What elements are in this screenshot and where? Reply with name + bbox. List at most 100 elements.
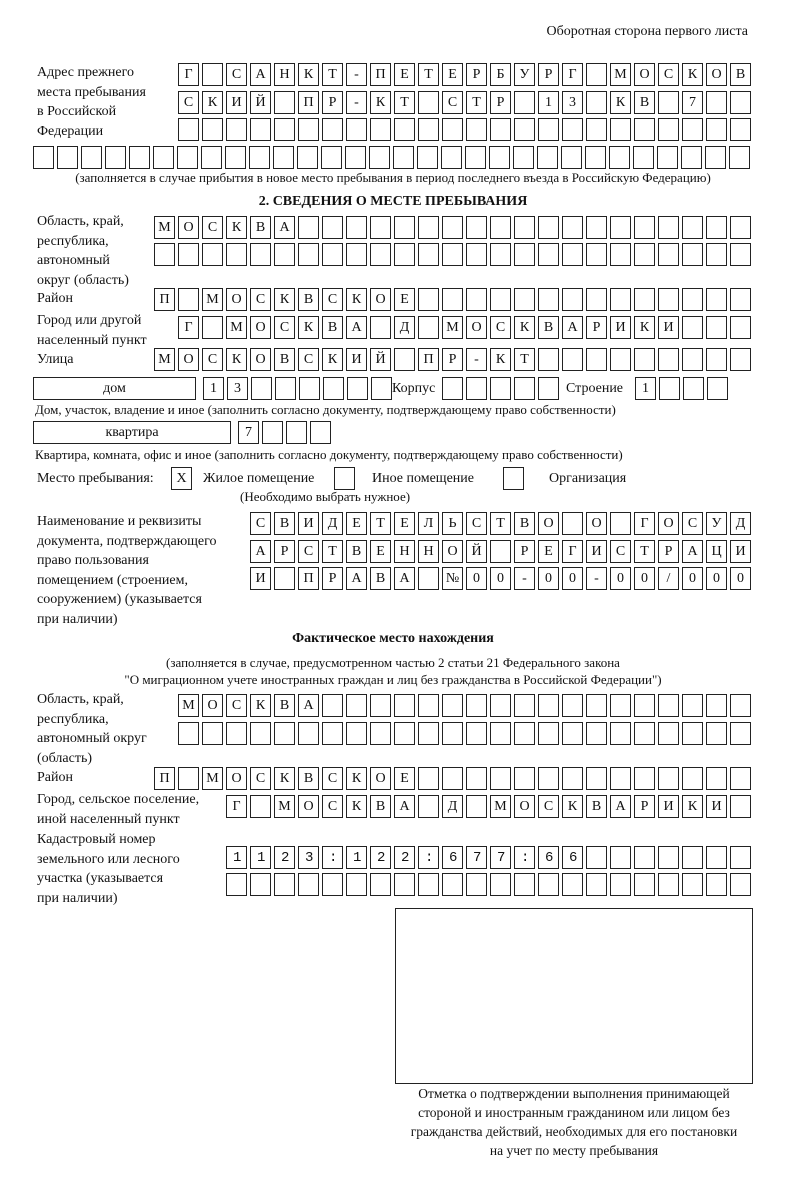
letter-cell[interactable] — [394, 694, 415, 717]
letter-cell[interactable] — [442, 377, 463, 400]
letter-cell[interactable] — [489, 146, 510, 169]
letter-cell[interactable] — [538, 873, 559, 896]
letter-cell[interactable]: К — [298, 63, 319, 86]
letter-cell[interactable] — [682, 767, 703, 790]
letter-cell[interactable]: 3 — [227, 377, 248, 400]
letter-cell[interactable] — [730, 846, 751, 869]
letter-cell[interactable]: С — [250, 288, 271, 311]
letter-cell[interactable] — [658, 348, 679, 371]
letter-cell[interactable] — [441, 146, 462, 169]
letter-cell[interactable] — [418, 91, 439, 114]
letter-cell[interactable]: А — [682, 540, 703, 563]
letter-cell[interactable] — [33, 146, 54, 169]
letter-cell[interactable] — [682, 118, 703, 141]
letter-cell[interactable] — [610, 216, 631, 239]
letter-cell[interactable] — [466, 118, 487, 141]
letter-cell[interactable] — [610, 767, 631, 790]
letter-cell[interactable]: С — [490, 316, 511, 339]
letter-cell[interactable] — [706, 288, 727, 311]
letter-cell[interactable]: К — [226, 216, 247, 239]
letter-cell[interactable] — [683, 377, 704, 400]
letter-cell[interactable] — [274, 118, 295, 141]
letter-cell[interactable] — [274, 91, 295, 114]
letter-cell[interactable]: № — [442, 567, 463, 590]
letter-cell[interactable]: С — [250, 767, 271, 790]
letter-cell[interactable]: П — [418, 348, 439, 371]
letter-cell[interactable]: Р — [586, 316, 607, 339]
letter-cell[interactable]: О — [370, 767, 391, 790]
letter-cell[interactable] — [586, 348, 607, 371]
letter-cell[interactable] — [586, 216, 607, 239]
letter-cell[interactable] — [514, 243, 535, 266]
letter-cell[interactable] — [730, 873, 751, 896]
letter-cell[interactable]: О — [178, 348, 199, 371]
letter-cell[interactable]: Ц — [706, 540, 727, 563]
letter-cell[interactable] — [418, 243, 439, 266]
letter-cell[interactable]: Г — [562, 540, 583, 563]
letter-cell[interactable] — [706, 873, 727, 896]
letter-cell[interactable] — [322, 216, 343, 239]
letter-cell[interactable]: 0 — [466, 567, 487, 590]
letter-cell[interactable] — [418, 567, 439, 590]
letter-cell[interactable] — [586, 288, 607, 311]
letter-cell[interactable] — [682, 694, 703, 717]
letter-cell[interactable] — [658, 118, 679, 141]
letter-cell[interactable] — [706, 243, 727, 266]
letter-cell[interactable] — [634, 348, 655, 371]
letter-cell[interactable] — [178, 118, 199, 141]
letter-cell[interactable] — [707, 377, 728, 400]
letter-cell[interactable]: С — [466, 512, 487, 535]
letter-cell[interactable]: А — [394, 567, 415, 590]
letter-cell[interactable]: Б — [490, 63, 511, 86]
letter-cell[interactable] — [346, 722, 367, 745]
letter-cell[interactable]: О — [586, 512, 607, 535]
letter-cell[interactable] — [226, 118, 247, 141]
letter-cell[interactable]: О — [178, 216, 199, 239]
letter-cell[interactable] — [250, 243, 271, 266]
letter-cell[interactable] — [682, 316, 703, 339]
letter-cell[interactable]: О — [226, 288, 247, 311]
letter-cell[interactable] — [321, 146, 342, 169]
letter-cell[interactable]: В — [274, 694, 295, 717]
letter-cell[interactable] — [394, 873, 415, 896]
letter-cell[interactable]: И — [610, 316, 631, 339]
letter-cell[interactable]: Т — [466, 91, 487, 114]
letter-cell[interactable]: С — [442, 91, 463, 114]
letter-cell[interactable]: Е — [394, 512, 415, 535]
letter-cell[interactable] — [322, 118, 343, 141]
letter-cell[interactable]: Т — [394, 91, 415, 114]
letter-cell[interactable]: Е — [394, 63, 415, 86]
letter-cell[interactable] — [251, 377, 272, 400]
letter-cell[interactable]: Т — [322, 63, 343, 86]
letter-cell[interactable] — [154, 243, 175, 266]
letter-cell[interactable] — [346, 694, 367, 717]
letter-cell[interactable] — [418, 722, 439, 745]
letter-cell[interactable] — [514, 846, 535, 869]
letter-cell[interactable] — [297, 146, 318, 169]
letter-cell[interactable] — [610, 846, 631, 869]
letter-cell[interactable]: Д — [322, 512, 343, 535]
letter-cell[interactable] — [490, 767, 511, 790]
letter-cell[interactable]: И — [730, 540, 751, 563]
letter-cell[interactable]: К — [202, 91, 223, 114]
letter-cell[interactable]: О — [250, 316, 271, 339]
letter-cell[interactable] — [418, 846, 439, 869]
letter-cell[interactable] — [634, 767, 655, 790]
letter-cell[interactable] — [586, 873, 607, 896]
letter-cell[interactable] — [178, 288, 199, 311]
letter-cell[interactable] — [418, 694, 439, 717]
letter-cell[interactable]: Н — [418, 540, 439, 563]
letter-cell[interactable]: 1 — [635, 377, 656, 400]
letter-cell[interactable] — [610, 722, 631, 745]
letter-cell[interactable]: К — [346, 288, 367, 311]
letter-cell[interactable]: - — [346, 91, 367, 114]
letter-cell[interactable]: С — [658, 63, 679, 86]
letter-cell[interactable] — [586, 243, 607, 266]
letter-cell[interactable]: О — [442, 540, 463, 563]
letter-cell[interactable] — [442, 694, 463, 717]
letter-cell[interactable]: А — [346, 316, 367, 339]
letter-cell[interactable] — [706, 694, 727, 717]
letter-cell[interactable]: К — [346, 795, 367, 818]
letter-cell[interactable]: А — [250, 540, 271, 563]
letter-cell[interactable] — [370, 243, 391, 266]
